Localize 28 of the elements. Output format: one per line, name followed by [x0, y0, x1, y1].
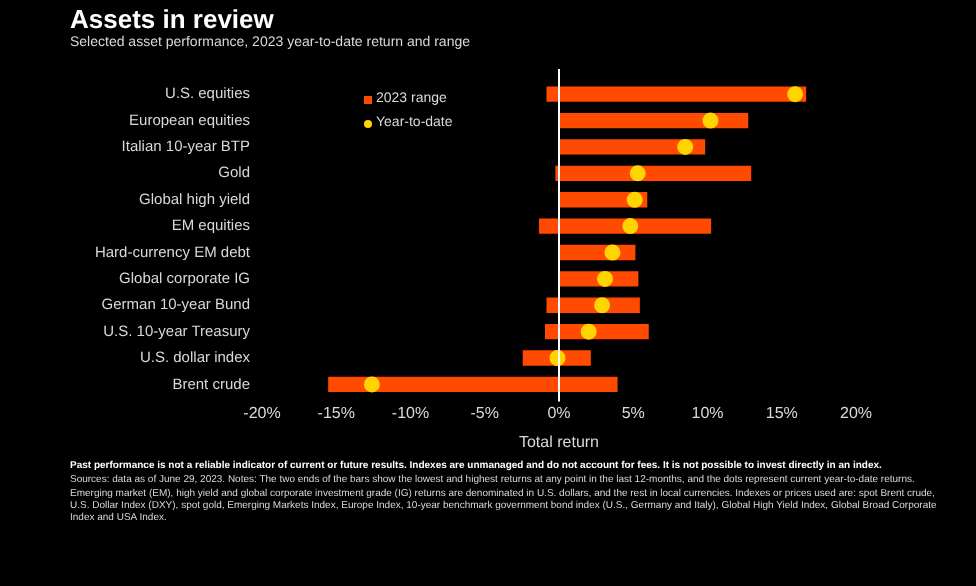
point: [629, 165, 646, 182]
bar: [559, 112, 749, 129]
bar: [539, 218, 712, 234]
x-tick-label: -15%: [317, 403, 355, 422]
x-tick-label: 20%: [839, 403, 873, 422]
bar: [559, 139, 706, 155]
x-tick-label: 10%: [691, 403, 724, 422]
point: [626, 191, 643, 208]
point: [622, 218, 639, 235]
point: [363, 376, 380, 393]
x-tick-label: 5%: [621, 403, 645, 422]
bar: [546, 86, 807, 102]
x-tick-label: 0%: [547, 403, 571, 422]
bar: [328, 376, 618, 393]
point: [604, 244, 621, 261]
x-tick-label: -20%: [243, 403, 281, 422]
x-tick-label: 15%: [765, 403, 798, 422]
chart-title: Assets in review: [70, 4, 274, 34]
point: [580, 323, 597, 340]
bar: [555, 165, 752, 181]
point: [597, 270, 614, 287]
point: [702, 112, 719, 129]
point: [594, 297, 611, 314]
x-tick-label: -5%: [470, 403, 499, 422]
x-tick-label: -10%: [391, 403, 430, 422]
x-axis-title: Total return: [518, 432, 600, 451]
point: [677, 138, 694, 155]
point: [787, 86, 804, 103]
